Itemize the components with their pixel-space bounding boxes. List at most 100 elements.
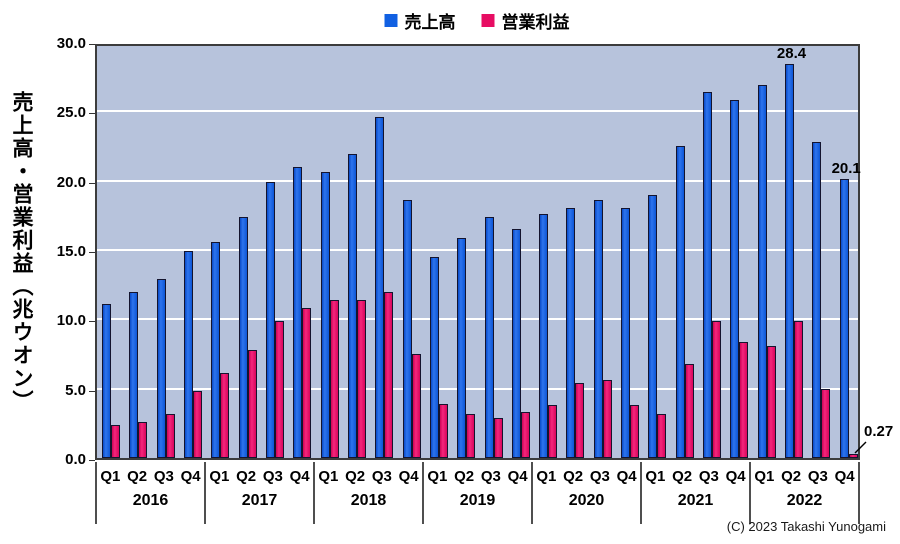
gridline bbox=[97, 387, 858, 390]
sales-bar-2016-Q3 bbox=[156, 279, 166, 458]
y-tick-label: 25.0 bbox=[56, 104, 86, 122]
sales-bar-2020-Q1 bbox=[539, 213, 549, 458]
sales-bar-2017-Q1 bbox=[211, 241, 221, 458]
sales-bar-2021-Q1 bbox=[648, 194, 658, 458]
year-label-2018: 2018 bbox=[350, 492, 387, 509]
profit-bar-2018-Q3 bbox=[384, 291, 394, 458]
sales-bar-2017-Q2 bbox=[238, 216, 248, 458]
quarter-label-2017-Q1: Q1 bbox=[209, 468, 230, 485]
year-label-2016: 2016 bbox=[132, 492, 169, 509]
year-label-2020: 2020 bbox=[568, 492, 605, 509]
profit-bar-2022-Q2 bbox=[794, 320, 804, 458]
sales-legend-label: 売上高 bbox=[404, 13, 456, 32]
y-tick-mark bbox=[89, 390, 95, 392]
gridline bbox=[97, 179, 858, 182]
sales-legend-swatch-icon bbox=[384, 14, 398, 27]
sales-bar-2022-Q3 bbox=[812, 141, 822, 458]
y-axis-title: 売上高・営業利益（兆ウオン） bbox=[10, 91, 33, 413]
quarter-label-2020-Q3: Q3 bbox=[589, 468, 610, 485]
profit-bar-2017-Q1 bbox=[220, 373, 230, 458]
legend-item-profit: 営業利益 bbox=[481, 8, 570, 33]
quarter-label-2020-Q4: Q4 bbox=[616, 468, 637, 485]
profit-bar-2019-Q1 bbox=[438, 403, 448, 458]
year-group-2019: Q1 Q2 Q3 Q4 2019 bbox=[422, 462, 531, 524]
quarter-label-2022-Q2: Q2 bbox=[781, 468, 802, 485]
sales-bar-2020-Q2 bbox=[566, 208, 576, 458]
year-label-2019: 2019 bbox=[459, 492, 496, 509]
sales-bar-2019-Q3 bbox=[484, 216, 494, 458]
sales-bar-2016-Q4 bbox=[183, 251, 193, 458]
quarter-label-2018-Q3: Q3 bbox=[371, 468, 392, 485]
profit-bar-2016-Q1 bbox=[111, 424, 120, 458]
y-tick-mark bbox=[89, 252, 95, 253]
profit-bar-2018-Q1 bbox=[329, 299, 339, 458]
sales-bar-2022-Q1 bbox=[757, 85, 767, 458]
quarter-label-2018-Q1: Q1 bbox=[318, 468, 339, 485]
sales-bar-2017-Q3 bbox=[265, 182, 275, 458]
year-label-2022: 2022 bbox=[786, 492, 823, 509]
profit-bar-2021-Q3 bbox=[712, 320, 722, 458]
year-label-2017: 2017 bbox=[241, 492, 278, 509]
year-label-2021: 2021 bbox=[677, 492, 714, 509]
profit-bar-2016-Q4 bbox=[192, 391, 202, 458]
sales-bar-2020-Q3 bbox=[593, 200, 603, 458]
profit-bar-2016-Q3 bbox=[165, 413, 175, 458]
quarter-label-2019-Q2: Q2 bbox=[454, 468, 475, 485]
profit-bar-2021-Q4 bbox=[739, 341, 749, 458]
annotation-leader-line bbox=[854, 441, 867, 454]
quarter-label-2018-Q2: Q2 bbox=[345, 468, 366, 485]
profit-bar-2020-Q1 bbox=[548, 405, 558, 458]
quarter-label-2021-Q4: Q4 bbox=[725, 468, 746, 485]
year-group-2020: Q1 Q2 Q3 Q4 2020 bbox=[531, 462, 640, 524]
sales-bar-2022-Q4 bbox=[839, 179, 849, 458]
plot-area bbox=[95, 44, 860, 460]
legend-item-sales: 売上高 bbox=[384, 8, 456, 33]
profit-bar-2018-Q2 bbox=[356, 299, 366, 458]
sales-bar-2018-Q1 bbox=[320, 172, 330, 458]
profit-legend-label: 営業利益 bbox=[501, 13, 570, 32]
quarter-label-2021-Q2: Q2 bbox=[672, 468, 693, 485]
sales-bar-2022-Q2 bbox=[785, 64, 795, 458]
quarter-label-2022-Q3: Q3 bbox=[807, 468, 828, 485]
gridline bbox=[97, 110, 858, 113]
y-tick-label: 30.0 bbox=[56, 35, 86, 52]
quarter-label-2019-Q1: Q1 bbox=[427, 468, 448, 485]
quarter-label-2020-Q1: Q1 bbox=[536, 468, 557, 485]
y-tick-label: 5.0 bbox=[65, 381, 86, 399]
sales-bar-2021-Q3 bbox=[703, 91, 713, 458]
profit-bar-2017-Q4 bbox=[302, 308, 312, 458]
sales-bar-2020-Q4 bbox=[621, 208, 631, 458]
profit-bar-2018-Q4 bbox=[411, 354, 421, 458]
year-group-2016: Q1 Q2 Q3 Q4 2016 bbox=[95, 462, 204, 524]
profit-bar-2019-Q3 bbox=[493, 417, 503, 458]
quarter-label-2019-Q3: Q3 bbox=[480, 468, 501, 485]
profit-bar-2017-Q2 bbox=[247, 349, 257, 458]
sales-bar-2019-Q1 bbox=[429, 256, 439, 458]
profit-bar-2019-Q2 bbox=[466, 413, 476, 458]
sales-bar-2016-Q2 bbox=[129, 291, 139, 458]
profit-bar-2020-Q4 bbox=[630, 405, 640, 458]
quarter-label-2016-Q3: Q3 bbox=[153, 468, 174, 485]
quarter-label-2020-Q2: Q2 bbox=[563, 468, 584, 485]
profit-bar-2022-Q1 bbox=[766, 345, 776, 458]
x-axis: Q1 Q2 Q3 Q4 2016 Q1 Q2 Q3 Q4 2017 Q1 Q2 Q3 Q4 2018 Q1 Q2… bbox=[95, 462, 860, 524]
sales-bar-2017-Q4 bbox=[293, 166, 303, 458]
data-label-28.4: 28.4 bbox=[776, 45, 807, 63]
year-group-2017: Q1 Q2 Q3 Q4 2017 bbox=[204, 462, 313, 524]
sales-bar-2019-Q4 bbox=[511, 229, 521, 458]
profit-bar-2020-Q2 bbox=[575, 383, 585, 458]
sales-bar-2018-Q2 bbox=[347, 154, 357, 458]
quarter-label-2017-Q3: Q3 bbox=[262, 468, 283, 485]
year-group-2022: Q1 Q2 Q3 Q4 2022 bbox=[749, 462, 860, 524]
y-tick-label: 10.0 bbox=[56, 312, 86, 330]
sales-bar-2021-Q4 bbox=[730, 100, 740, 458]
profit-bar-2016-Q2 bbox=[138, 421, 148, 458]
quarter-label-2022-Q1: Q1 bbox=[754, 468, 775, 485]
year-group-2021: Q1 Q2 Q3 Q4 2021 bbox=[640, 462, 749, 524]
quarter-label-2019-Q4: Q4 bbox=[507, 468, 528, 485]
data-label-20.1: 20.1 bbox=[831, 160, 861, 178]
profit-bar-2020-Q3 bbox=[602, 380, 612, 458]
legend: 売上高 営業利益 bbox=[384, 8, 570, 33]
data-label-0.27: 0.27 bbox=[864, 423, 894, 440]
